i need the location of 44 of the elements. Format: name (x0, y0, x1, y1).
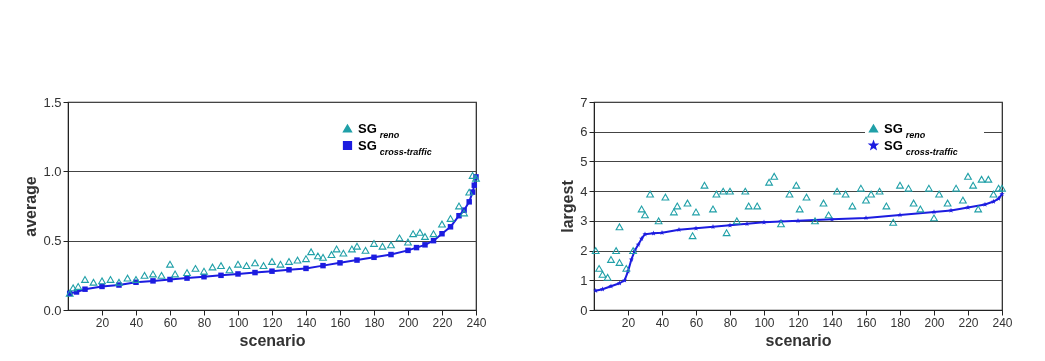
legend-label: SG$_{reno}$ (358, 120, 400, 140)
x-tick-label: 200 (924, 315, 945, 330)
x-axis-title: scenario (765, 331, 832, 349)
y-tick-label: 5 (580, 153, 588, 169)
x-tick-label: 80 (723, 315, 738, 330)
y-tick-label: 4 (580, 183, 588, 199)
x-tick-label: 180 (364, 315, 385, 330)
y-tick-label: 6 (580, 124, 588, 140)
y-tick-label: 0.5 (43, 233, 62, 249)
x-tick-label: 40 (129, 315, 144, 330)
y-tick-label: 1.5 (43, 94, 62, 110)
x-tick-label: 20 (95, 315, 110, 330)
legend-label: SG$_{cross-traffic}$ (884, 137, 958, 157)
x-tick-label: 160 (856, 315, 877, 330)
x-tick-label: 160 (330, 315, 351, 330)
x-tick-label: 60 (163, 315, 178, 330)
x-tick-label: 60 (689, 315, 704, 330)
y-tick-label: 2 (580, 243, 588, 259)
legend-label: SG$_{reno}$ (884, 120, 926, 140)
x-tick-label: 200 (398, 315, 419, 330)
x-tick-label: 80 (197, 315, 212, 330)
x-tick-label: 220 (958, 315, 979, 330)
y-tick-label: 7 (580, 94, 588, 110)
x-tick-label: 240 (992, 315, 1013, 330)
y-tick-label: 3 (580, 213, 588, 229)
x-axis-title: scenario (239, 331, 306, 349)
y-tick-label: 0 (580, 302, 588, 318)
y-tick-label: 1.0 (43, 163, 62, 179)
x-tick-label: 140 (296, 315, 317, 330)
y-tick-label: 1 (580, 272, 588, 288)
y-axis-title: average (22, 176, 40, 237)
x-tick-label: 180 (890, 315, 911, 330)
x-tick-label: 240 (466, 315, 487, 330)
x-tick-label: 220 (432, 315, 453, 330)
legend-label: SG$_{cross-traffic}$ (358, 137, 432, 157)
x-tick-label: 40 (655, 315, 670, 330)
x-tick-label: 100 (754, 315, 775, 330)
x-tick-label: 120 (262, 315, 283, 330)
x-tick-label: 20 (621, 315, 636, 330)
x-tick-label: 140 (822, 315, 843, 330)
y-tick-label: 0.0 (43, 302, 62, 318)
y-axis-title: largest (559, 179, 577, 233)
x-tick-label: 120 (788, 315, 809, 330)
x-tick-label: 100 (228, 315, 249, 330)
